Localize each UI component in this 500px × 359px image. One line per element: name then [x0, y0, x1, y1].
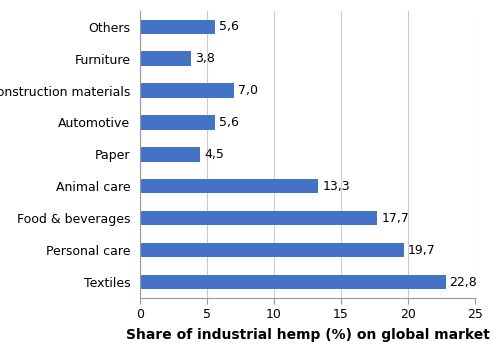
Text: 5,6: 5,6 — [219, 20, 239, 33]
Text: 7,0: 7,0 — [238, 84, 258, 97]
Bar — [140, 19, 215, 34]
Bar — [140, 51, 191, 66]
Bar — [140, 115, 215, 130]
Text: 3,8: 3,8 — [195, 52, 215, 65]
Text: 13,3: 13,3 — [322, 180, 350, 193]
Bar — [140, 179, 318, 194]
Bar — [140, 243, 404, 257]
Text: 5,6: 5,6 — [219, 116, 239, 129]
Bar — [140, 275, 446, 289]
Text: 4,5: 4,5 — [204, 148, 224, 161]
Text: 22,8: 22,8 — [450, 275, 477, 289]
Bar — [140, 211, 377, 225]
Bar — [140, 147, 200, 162]
Text: 17,7: 17,7 — [381, 212, 409, 225]
Bar — [140, 83, 234, 98]
Text: 19,7: 19,7 — [408, 244, 436, 257]
X-axis label: Share of industrial hemp (%) on global market: Share of industrial hemp (%) on global m… — [126, 328, 490, 342]
